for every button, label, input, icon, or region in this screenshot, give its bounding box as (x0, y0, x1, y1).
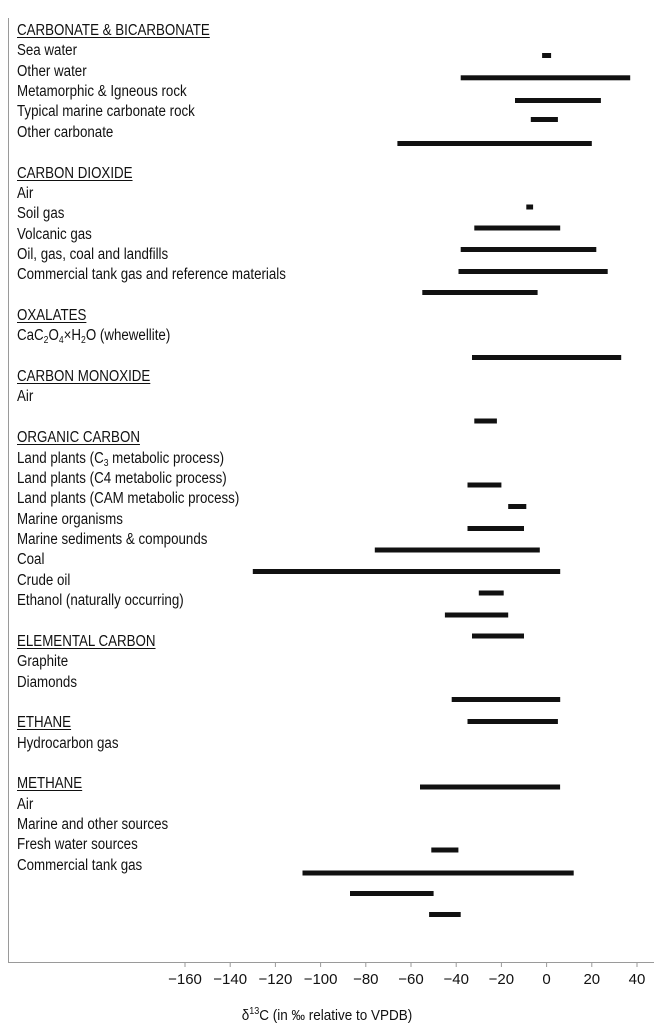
category-label: Marine sediments & compounds (17, 531, 208, 548)
x-tick-label: 0 (542, 971, 550, 988)
x-tick-label: −80 (353, 971, 378, 988)
range-bar (467, 482, 502, 488)
category-label: Marine organisms (17, 510, 123, 528)
range-bar (474, 225, 561, 231)
category-label: Air (17, 388, 34, 406)
range-bar (451, 697, 561, 702)
x-tick-label: 20 (583, 971, 600, 988)
category-label: Land plants (C3 metabolic process) (17, 449, 225, 469)
x-tick-label: −40 (443, 971, 468, 988)
x-tick-label: −20 (489, 971, 514, 988)
range-bar (429, 912, 461, 917)
category-label: Commercial tank gas and reference materi… (17, 266, 286, 284)
category-label: Fresh water sources (17, 836, 138, 854)
group-header: ETHANE (17, 714, 72, 732)
category-label: Ethanol (naturally occurring) (17, 592, 184, 610)
category-label: Commercial tank gas (17, 856, 143, 874)
range-bar (467, 719, 558, 724)
category-label: Air (17, 184, 34, 202)
category-label: Other water (17, 62, 87, 80)
range-bar (302, 870, 574, 876)
range-bar (460, 75, 631, 81)
category-label: Volcanic gas (17, 225, 92, 243)
range-bar (458, 269, 608, 274)
category-label: Graphite (17, 653, 69, 671)
range-bar (526, 204, 534, 210)
x-tick-label: −160 (168, 971, 202, 988)
x-tick-label: −120 (259, 971, 293, 988)
group-header: CARBONATE & BICARBONATE (17, 22, 210, 39)
category-label: Typical marine carbonate rock (17, 103, 195, 121)
range-bar (542, 53, 552, 58)
category-label: CaC2O4×H2O (whewellite) (17, 327, 171, 347)
range-bar (472, 355, 622, 360)
category-label: Crude oil (17, 571, 71, 589)
range-bar (478, 590, 504, 596)
category-label: Sea water (17, 42, 78, 60)
range-bar (460, 247, 597, 252)
plot-frame (8, 18, 654, 963)
x-tick-label: −60 (398, 971, 423, 988)
range-bar (420, 784, 561, 790)
range-bar (515, 98, 601, 103)
range-bar (444, 612, 509, 618)
range-bar (431, 847, 459, 853)
category-label: Air (17, 795, 34, 813)
category-label: Land plants (CAM metabolic process) (17, 490, 240, 508)
category-label: Metamorphic & Igneous rock (17, 83, 187, 101)
category-label: Marine and other sources (17, 816, 169, 834)
range-bar (252, 569, 561, 574)
group-header: OXALATES (17, 307, 87, 325)
x-tick-label: 40 (629, 971, 646, 988)
range-bar (472, 633, 524, 639)
category-label: Soil gas (17, 205, 65, 223)
category-label: Other carbonate (17, 123, 114, 141)
category-label: Coal (17, 551, 45, 569)
range-bar (467, 526, 524, 531)
category-label: Oil, gas, coal and landfills (17, 245, 169, 263)
category-labels: CARBONATE & BICARBONATE Sea water Other wa… (17, 22, 397, 922)
group-header: METHANE (17, 775, 83, 793)
x-tick-label: −140 (213, 971, 247, 988)
range-bar (508, 504, 527, 509)
category-label: Hydrocarbon gas (17, 734, 119, 752)
group-header: ELEMENTAL CARBON (17, 632, 156, 650)
range-bar (422, 290, 538, 295)
range-bar (350, 891, 434, 896)
group-header: ORGANIC CARBON (17, 429, 140, 447)
x-axis-label: δ13C (in ‰ relative to VPDB) (241, 1006, 413, 1024)
range-bar (474, 418, 497, 424)
range-bar (374, 547, 540, 553)
range-bar (397, 141, 592, 146)
group-header: CARBON MONOXIDE (17, 368, 151, 386)
group-header: CARBON DIOXIDE (17, 164, 133, 182)
range-bar (530, 117, 558, 122)
category-label: Land plants (C4 metabolic process) (17, 469, 227, 487)
category-label: Diamonds (17, 673, 78, 691)
x-tick-label: −100 (304, 971, 338, 988)
